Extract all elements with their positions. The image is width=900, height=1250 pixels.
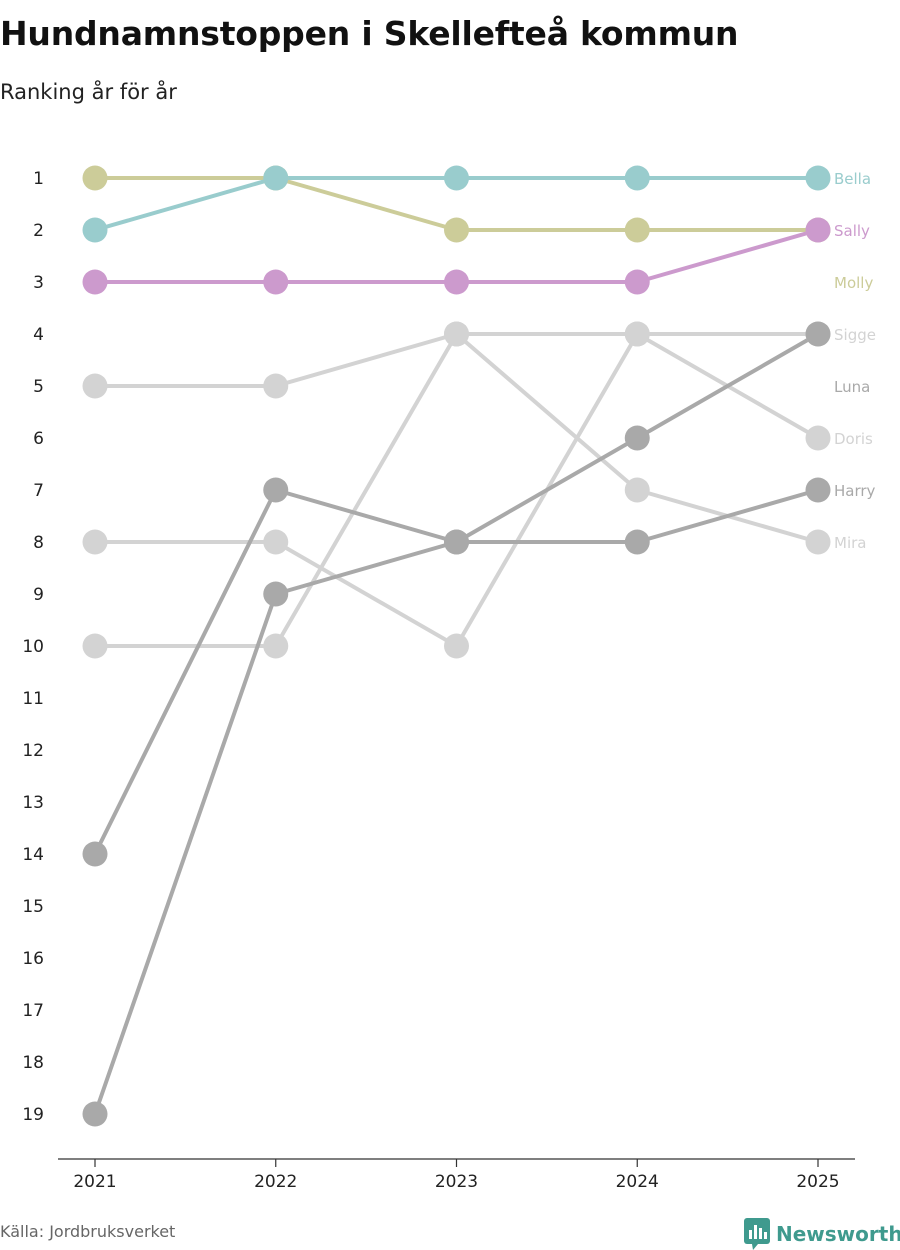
y-tick-label: 13 [22,793,44,813]
brand-name: Newsworthy [776,1222,900,1246]
series-label-luna: Luna [834,378,870,396]
point-mira-2025 [805,529,831,555]
point-bella-2021 [82,217,108,243]
y-tick-label: 2 [33,221,44,241]
point-doris-2023 [444,633,469,659]
point-sigge-2022 [263,373,289,399]
x-tick-label: 2023 [435,1172,478,1192]
point-mira-2024 [624,477,650,503]
point-mira-2022 [263,633,289,659]
series-label-mira: Mira [834,534,866,552]
y-tick-label: 15 [22,897,44,917]
point-sally-2024 [624,269,650,295]
y-tick-label: 14 [22,845,44,865]
point-molly-2021 [82,165,108,191]
x-tick-label: 2024 [616,1172,659,1192]
y-tick-label: 18 [22,1053,44,1073]
x-tick-label: 2022 [254,1172,297,1192]
point-bella-2024 [624,165,650,191]
y-tick-label: 19 [22,1105,44,1125]
point-mira-2021 [82,633,108,659]
y-tick-label: 8 [33,533,44,553]
point-sally-2025 [805,217,831,243]
series-line-mira [93,332,820,648]
x-axis-ticks: 2021 2022 2023 2024 2025 [73,1159,840,1192]
y-tick-label: 7 [33,481,44,501]
point-bella-2025 [805,165,831,191]
point-harry-2024 [624,529,650,555]
x-tick-label: 2021 [73,1172,116,1192]
point-sally-2022 [263,269,289,295]
series-line-luna [93,332,820,856]
y-tick-label: 5 [33,377,44,397]
point-sally-2023 [444,269,469,295]
y-tick-label: 3 [33,273,44,293]
point-luna-2021 [82,841,108,867]
series-line-doris [93,332,820,648]
point-molly-2024 [624,217,650,243]
series-line-harry [93,488,820,1116]
y-tick-label: 10 [22,637,44,657]
point-luna-2023 [444,529,469,555]
point-sigge-2021 [82,373,108,399]
x-tick-label: 2025 [796,1172,839,1192]
series-label-harry: Harry [834,482,876,500]
series-label-molly: Molly [834,274,873,292]
chart-title: Hundnamnstoppen i Skellefteå kommun [0,14,739,53]
point-doris-2021 [82,529,108,555]
source-note: Källa: Jordbruksverket [0,1222,176,1241]
series-label-sigge: Sigge [834,326,876,344]
point-sally-2021 [82,269,108,295]
point-harry-2021 [82,1101,108,1127]
point-sigge-2024 [624,321,650,347]
point-doris-2022 [263,529,289,555]
y-tick-label: 6 [33,429,44,449]
point-luna-2024 [624,425,650,451]
y-tick-label: 12 [22,741,44,761]
point-bella-2023 [444,165,469,191]
series-label-bella: Bella [834,170,871,188]
point-sigge-2023 [444,321,469,347]
point-harry-2025 [805,477,831,503]
y-tick-label: 17 [22,1001,44,1021]
chart-subtitle: Ranking år för år [0,80,177,104]
point-molly-2023 [444,217,469,243]
y-tick-label: 1 [33,169,44,189]
series-label-sally: Sally [834,222,870,240]
series-label-doris: Doris [834,430,873,448]
point-luna-2022 [263,477,289,503]
point-harry-2022 [263,581,289,607]
point-bella-2022 [263,165,289,191]
y-tick-label: 11 [22,689,44,709]
series-points [82,165,831,1127]
point-doris-2025 [805,425,831,451]
y-tick-label: 4 [33,325,44,345]
series-end-labels: Bella Sally Molly Sigge Luna Doris Harry Mira [834,170,876,552]
brand-logo: Newsworthy [744,1218,900,1250]
newsworthy-logo-icon [744,1218,770,1250]
y-tick-label: 16 [22,949,44,969]
y-tick-label: 9 [33,585,44,605]
point-luna-2025 [805,321,831,347]
